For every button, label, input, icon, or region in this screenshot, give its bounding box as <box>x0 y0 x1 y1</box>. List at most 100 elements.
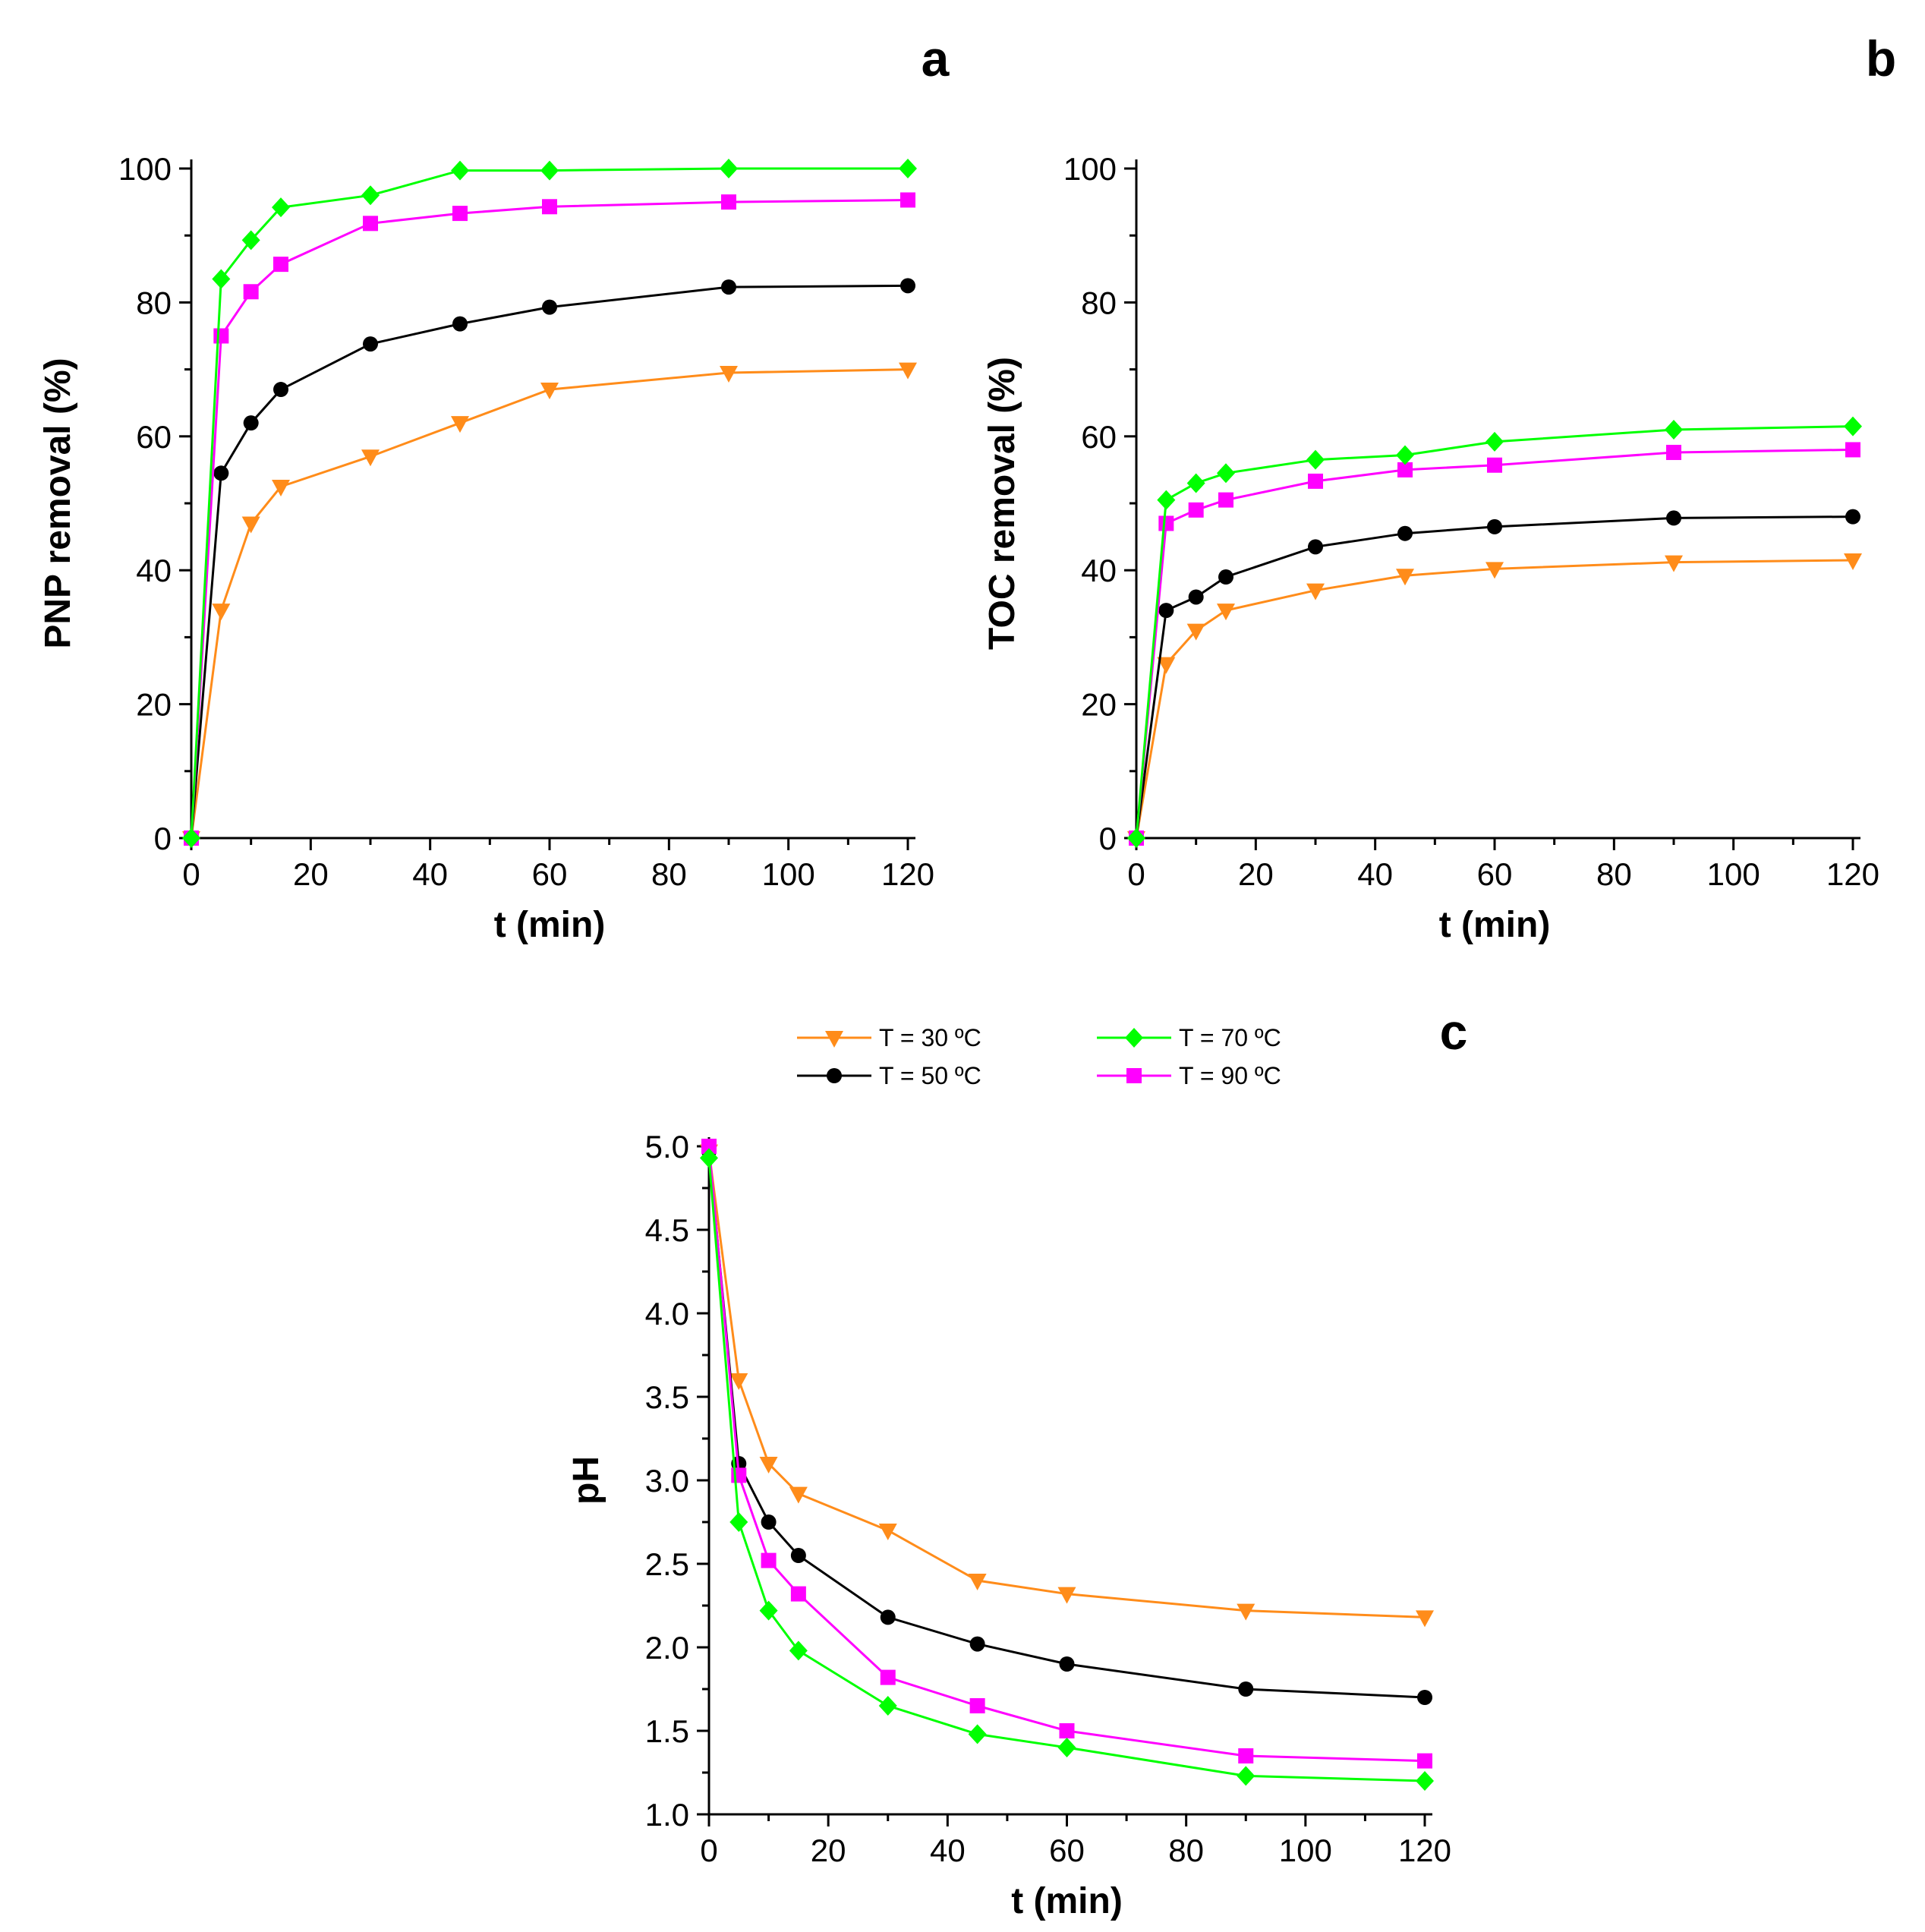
data-point-t70 <box>1416 1771 1434 1791</box>
data-point-t30 <box>1396 569 1414 586</box>
x-tick-label: 120 <box>1826 856 1879 892</box>
data-point-t90 <box>1059 1723 1075 1738</box>
data-point-t50 <box>213 465 229 481</box>
series-t90 <box>701 1139 1432 1769</box>
series-line-t70 <box>707 1158 1426 1782</box>
y-tick-label: 100 <box>118 151 172 187</box>
series-t50 <box>1129 509 1860 846</box>
x-tick-label: 20 <box>293 856 329 892</box>
series-t70 <box>1127 416 1862 848</box>
data-point-t90 <box>273 257 288 273</box>
data-point-t70 <box>700 1148 718 1168</box>
series-line-t90 <box>1135 448 1854 839</box>
data-point-t50 <box>1417 1690 1432 1705</box>
panel-b-chart: b 0 20 40 60 80 100 120 0 20 40 60 80 100 t (min) TOC r… <box>982 30 1896 945</box>
y-tick-label: 0 <box>1099 821 1117 856</box>
data-point-t70 <box>1217 463 1235 484</box>
data-point-t70 <box>1485 431 1504 452</box>
panel-a-chart: a 0 20 40 60 80 100 120 0 20 40 60 80 100 t (min) PNP r… <box>38 30 950 945</box>
y-tick-label: 2.5 <box>645 1546 689 1582</box>
data-point-t90 <box>542 199 557 215</box>
x-tick-label: 120 <box>1398 1833 1451 1868</box>
data-point-t90 <box>452 206 468 222</box>
data-point-t70 <box>361 185 380 206</box>
data-point-t90 <box>701 1139 717 1154</box>
y-tick-label: 60 <box>1081 419 1117 455</box>
data-point-t90 <box>1218 492 1233 508</box>
x-tick-label: 40 <box>930 1833 966 1868</box>
data-point-t50 <box>1158 603 1174 619</box>
data-point-t30 <box>212 604 231 621</box>
data-point-t70 <box>451 160 469 181</box>
series-t50 <box>701 1143 1432 1705</box>
data-point-t50 <box>900 278 915 294</box>
data-point-t90 <box>1666 444 1681 460</box>
data-point-t70 <box>878 1696 897 1716</box>
series-line-t30 <box>707 1151 1426 1618</box>
series-line-t30 <box>190 368 909 839</box>
y-tick-label: 60 <box>136 419 172 455</box>
x-tick-label: 0 <box>182 856 200 892</box>
series-line-t30 <box>1135 559 1854 839</box>
data-point-t90 <box>213 328 229 344</box>
data-point-t70 <box>1665 419 1683 440</box>
series-t50 <box>184 278 915 846</box>
data-point-t30 <box>878 1524 897 1540</box>
data-point-t30 <box>720 366 738 383</box>
data-point-t70 <box>1306 449 1325 470</box>
x-tick-label: 80 <box>1168 1833 1204 1868</box>
x-axis-title: t (min) <box>1011 1881 1123 1921</box>
series-line-t70 <box>190 167 908 839</box>
data-point-t50 <box>761 1514 777 1530</box>
data-point-t50 <box>1188 589 1204 605</box>
y-tick-label: 80 <box>1081 285 1117 320</box>
data-point-t90 <box>721 194 736 210</box>
data-point-t30 <box>789 1486 808 1504</box>
data-point-t50 <box>1218 569 1233 585</box>
panel-label: a <box>922 30 950 87</box>
data-point-t50 <box>969 1636 985 1652</box>
data-point-t50 <box>790 1548 806 1563</box>
data-point-t90 <box>1487 457 1502 473</box>
series-line-t90 <box>190 199 909 839</box>
data-point-t70 <box>272 197 290 218</box>
data-point-t70 <box>1237 1766 1256 1786</box>
x-tick-label: 100 <box>1279 1833 1332 1868</box>
x-tick-label: 40 <box>1357 856 1393 892</box>
data-point-t30 <box>1057 1587 1076 1604</box>
data-point-t30 <box>1237 1603 1256 1621</box>
data-point-t90 <box>363 216 378 232</box>
data-point-t70 <box>540 160 559 181</box>
data-point-t90 <box>1308 473 1323 489</box>
x-tick-label: 80 <box>1596 856 1632 892</box>
legend-marker-t90 <box>1126 1068 1142 1083</box>
x-tick-label: 60 <box>1477 856 1513 892</box>
x-tick-label: 20 <box>1238 856 1274 892</box>
data-point-t30 <box>968 1574 987 1590</box>
data-point-t30 <box>1217 604 1235 621</box>
data-point-t50 <box>1308 539 1323 555</box>
data-point-t70 <box>1396 445 1414 465</box>
data-point-t30 <box>272 479 290 496</box>
data-point-t50 <box>452 316 468 332</box>
y-tick-label: 80 <box>136 285 172 320</box>
data-point-t70 <box>182 828 200 848</box>
data-point-t90 <box>790 1586 806 1602</box>
series-t70 <box>182 159 917 848</box>
series-t90 <box>184 192 915 846</box>
data-point-t50 <box>542 299 557 315</box>
data-point-t70 <box>899 159 917 178</box>
y-tick-label: 20 <box>136 687 172 723</box>
y-tick-label: 4.0 <box>645 1296 689 1332</box>
data-point-t30 <box>1485 562 1504 579</box>
data-point-t30 <box>729 1373 748 1390</box>
data-point-t30 <box>1186 623 1205 641</box>
y-axis-title: PNP removal (%) <box>38 358 78 648</box>
x-tick-label: 40 <box>412 856 448 892</box>
data-point-t50 <box>1666 510 1681 526</box>
legend-label-t30: T = 30 ºC <box>879 1024 981 1051</box>
series-t90 <box>1129 442 1860 846</box>
y-axis-title: TOC removal (%) <box>982 357 1022 650</box>
data-point-t50 <box>880 1609 896 1625</box>
